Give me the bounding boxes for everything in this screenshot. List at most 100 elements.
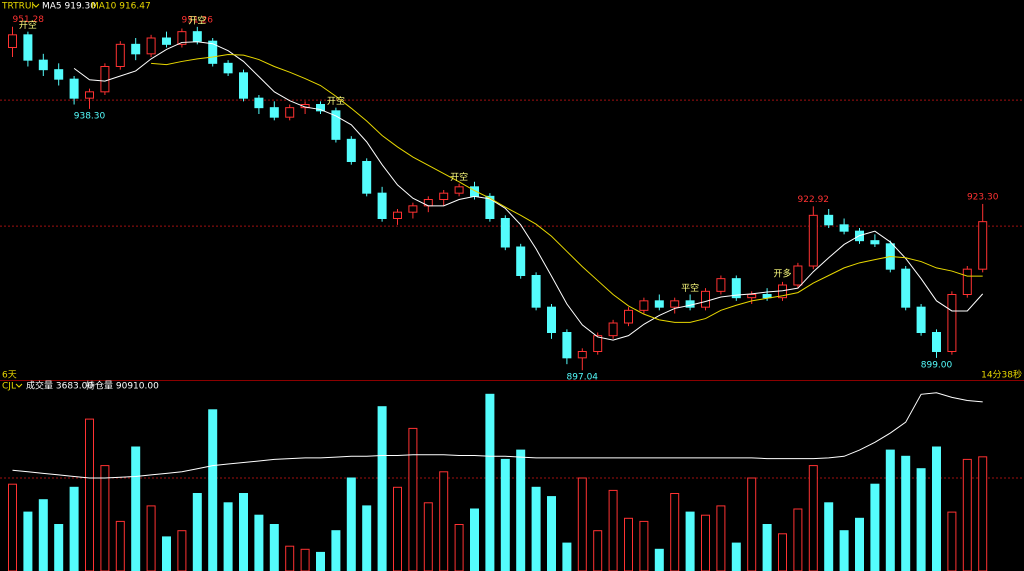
volume-bar	[177, 530, 187, 571]
trade-signal: 平空	[681, 282, 699, 294]
candle-body	[670, 300, 680, 308]
candle-body	[901, 268, 911, 308]
candle-body	[531, 275, 541, 308]
volume-bar	[916, 468, 926, 571]
volume-bar	[100, 465, 110, 571]
price-annotation: 951.26	[182, 15, 214, 25]
open-interest-line	[12, 392, 983, 479]
volume-bar	[932, 446, 941, 571]
trade-signal: 开空	[19, 19, 37, 31]
candle-body	[870, 240, 880, 245]
volume-bar	[562, 542, 572, 571]
price-annotation: 923.30	[967, 192, 999, 202]
candle-body	[808, 214, 818, 267]
volume-bar	[747, 477, 757, 571]
volume-bar	[115, 520, 125, 571]
candle-body	[639, 300, 649, 311]
candle-body	[978, 221, 988, 270]
candle-body	[300, 104, 310, 109]
volume-bar	[608, 489, 618, 571]
candle-body	[100, 66, 110, 93]
volume-bar	[208, 409, 218, 571]
volume-bar	[192, 493, 202, 571]
volume-bar	[947, 511, 957, 571]
candle-body	[254, 97, 264, 109]
candle-body	[85, 91, 94, 99]
indicator[interactable]: CJL	[2, 382, 16, 392]
volume-bar	[516, 449, 526, 571]
candle-body	[162, 37, 171, 45]
volume-bar	[639, 520, 649, 571]
ma5-legend: MA5 919.30	[42, 2, 96, 12]
candle-body	[377, 192, 387, 220]
candle-body	[439, 192, 449, 201]
candle-body	[731, 278, 741, 299]
price-annotation: 951.28	[13, 15, 45, 25]
volume-bar	[423, 502, 433, 571]
candle-body	[793, 265, 803, 286]
candle-body	[701, 290, 710, 308]
candle-body	[54, 69, 64, 80]
candle-body	[624, 309, 633, 324]
oi-legend: 持仓量 90910.00	[86, 380, 159, 392]
candle-body	[69, 78, 79, 99]
volume-bar	[978, 456, 988, 571]
candle-body	[285, 107, 295, 118]
volume-bar	[778, 533, 787, 571]
volume-bar	[285, 545, 295, 571]
volume-bar	[839, 530, 849, 571]
volume-bar	[654, 548, 664, 571]
volume-bar	[793, 508, 803, 571]
volume-bar	[439, 471, 449, 571]
ma-line	[151, 53, 983, 323]
volume-bar	[269, 524, 279, 571]
candle-body	[454, 186, 464, 194]
candle-body	[208, 40, 218, 64]
candle-body	[239, 72, 248, 99]
symbol[interactable]: TRTRUI	[1, 2, 34, 12]
volume-bar	[69, 486, 79, 571]
volume-bar	[454, 524, 464, 571]
candle-body	[346, 138, 356, 162]
candle-body	[839, 224, 849, 232]
price-annotation: 922.92	[798, 195, 830, 205]
candle-body	[115, 43, 125, 67]
price-annotation: 899.00	[921, 360, 953, 370]
volume-bar	[624, 517, 633, 571]
candle-body	[824, 214, 834, 226]
volume-bar	[254, 514, 264, 571]
candle-body	[562, 332, 572, 359]
volume-bar	[531, 486, 541, 571]
candle-body	[38, 59, 48, 71]
volume-bar	[393, 486, 402, 571]
price-annotation: 897.04	[567, 373, 599, 383]
volume-bar	[162, 536, 171, 571]
volume-bar	[331, 530, 341, 571]
candle-body	[131, 43, 141, 55]
candle-body	[146, 37, 156, 55]
volume-bar	[239, 493, 248, 571]
volume-bar	[408, 427, 418, 571]
candle-body	[485, 195, 495, 219]
price-annotation: 938.30	[74, 111, 106, 121]
volume-bar	[731, 542, 741, 571]
candle-body	[716, 278, 726, 292]
symbol-dropdown[interactable]	[32, 3, 40, 8]
candle-body	[177, 31, 187, 45]
candle-body	[408, 205, 418, 213]
candle-body	[500, 218, 510, 248]
candle-body	[362, 161, 372, 194]
volume-bar	[593, 530, 603, 571]
volume-bar	[855, 517, 864, 571]
candle-body	[269, 107, 279, 118]
volume-bar	[670, 493, 680, 571]
volume-legend: 成交量 3683.00	[26, 380, 93, 392]
ma-line	[73, 41, 984, 341]
volume-bar	[377, 406, 387, 571]
volume-bar	[870, 483, 880, 571]
candle-body	[654, 300, 664, 308]
volume-bar	[824, 502, 834, 571]
volume-bar	[85, 418, 94, 571]
indicator-dropdown[interactable]	[15, 383, 23, 388]
